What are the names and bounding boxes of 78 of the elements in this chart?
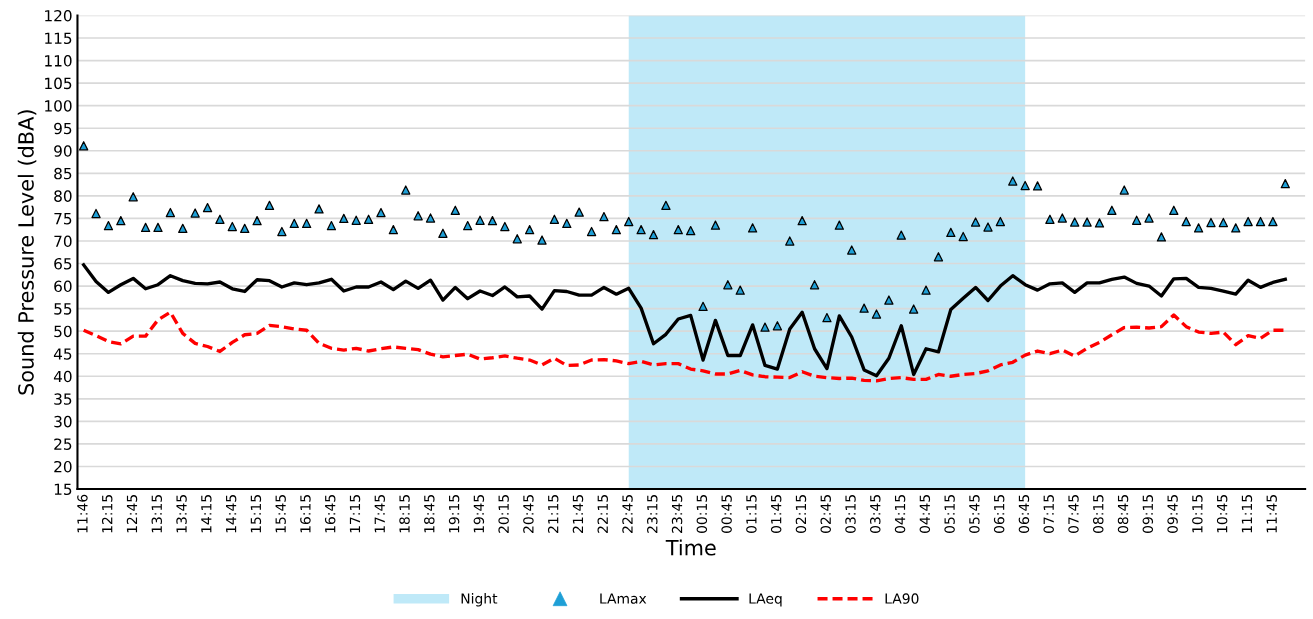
x-tick-label: 04:15 — [894, 495, 906, 533]
y-tick-label: 120 — [45, 9, 72, 22]
x-tick-label: 12:45 — [126, 495, 138, 533]
x-tick-label: 15:45 — [275, 495, 286, 533]
legend-label: LAmax — [600, 593, 647, 604]
x-tick-label: 03:15 — [845, 495, 856, 533]
x-tick-label: 17:15 — [349, 495, 361, 533]
y-axis-title: Sound Pressure Level (dBA) — [17, 110, 37, 395]
line-series — [81, 263, 1287, 378]
x-tick-label: 16:15 — [300, 495, 311, 533]
x-tick-label: 03:45 — [870, 495, 881, 533]
x-tick-label: 01:45 — [770, 495, 782, 533]
x-tick-label: 06:15 — [993, 495, 1005, 533]
y-tick-label: 30 — [54, 415, 72, 428]
x-tick-label: 07:15 — [1043, 495, 1054, 533]
y-tick-label: 45 — [53, 348, 72, 360]
x-tick-label: 13:45 — [176, 495, 187, 533]
x-tick-label: 11:46 — [77, 494, 88, 533]
y-tick-label: 110 — [45, 55, 72, 67]
x-tick-label: 23:45 — [671, 495, 683, 533]
x-tick-label: 20:15 — [498, 495, 509, 533]
legend-label: LA90 — [885, 593, 919, 604]
x-axis-title: Time — [665, 539, 716, 556]
x-tick-label: 08:15 — [1093, 495, 1104, 533]
y-tick-label: 85 — [54, 167, 72, 180]
legend-label: Night — [461, 593, 498, 607]
y-tick-label: 115 — [45, 32, 72, 45]
x-tick-label: 05:45 — [969, 495, 980, 533]
x-tick-label: 22:45 — [622, 495, 633, 533]
y-tick-label: 40 — [53, 370, 72, 383]
x-tick-label: 15:15 — [250, 495, 262, 533]
x-tick-label: 04:45 — [919, 495, 931, 533]
x-tick-label: 01:15 — [746, 495, 757, 533]
x-tick-label: 00:45 — [721, 495, 732, 533]
x-tick-label: 20:45 — [523, 495, 534, 533]
y-tick-label: 60 — [54, 280, 72, 293]
x-tick-label: 00:15 — [696, 495, 708, 533]
x-tick-label: 21:45 — [572, 495, 584, 533]
y-tick-label: 35 — [54, 393, 72, 405]
x-tick-label: 16:45 — [324, 495, 336, 533]
x-tick-label: 06:45 — [1018, 495, 1030, 533]
x-tick-label: 14:45 — [226, 495, 237, 533]
y-tick-label: 50 — [54, 325, 72, 338]
x-tick-label: 10:15 — [1192, 495, 1203, 533]
x-tick-label: 09:45 — [1167, 495, 1178, 533]
x-tick-label: 02:45 — [820, 495, 831, 533]
x-tick-label: 10:45 — [1216, 495, 1228, 533]
y-tick-label: 65 — [54, 257, 72, 270]
y-tick-label: 70 — [54, 235, 72, 247]
x-tick-label: 21:15 — [547, 495, 559, 533]
y-tick-label: 100 — [45, 100, 72, 112]
x-tick-label: 12:15 — [101, 495, 113, 533]
y-tick-label: 90 — [54, 145, 72, 157]
y-tick-label: 95 — [54, 122, 72, 135]
x-tick-label: 02:15 — [795, 495, 807, 533]
x-tick-label: 19:45 — [473, 495, 485, 533]
x-tick-label: 14:15 — [201, 495, 212, 533]
y-tick-label: 55 — [54, 303, 72, 315]
y-tick-label: 105 — [45, 77, 72, 90]
x-tick-label: 17:45 — [374, 495, 385, 533]
x-tick-label: 11:45 — [1266, 495, 1277, 533]
x-tick-label: 05:15 — [944, 495, 955, 533]
x-tick-label: 18:45 — [424, 495, 435, 533]
x-tick-label: 07:45 — [1068, 495, 1079, 533]
y-tick-label: 25 — [54, 438, 72, 450]
y-tick-label: 80 — [54, 190, 72, 202]
x-tick-label: 08:45 — [1117, 495, 1129, 533]
x-tick-label: 09:15 — [1142, 495, 1154, 533]
x-tick-label: 23:15 — [647, 495, 658, 533]
y-tick-label: 20 — [54, 460, 72, 473]
x-tick-label: 22:15 — [597, 495, 608, 533]
y-tick-label: 75 — [54, 213, 72, 225]
x-tick-label: 18:15 — [399, 495, 410, 533]
legend-label: LAeq — [749, 593, 782, 607]
x-tick-label: 13:15 — [151, 495, 163, 533]
x-tick-label: 19:15 — [448, 495, 460, 533]
y-tick-label: 15 — [54, 483, 72, 496]
x-tick-label: 11:15 — [1241, 495, 1253, 533]
